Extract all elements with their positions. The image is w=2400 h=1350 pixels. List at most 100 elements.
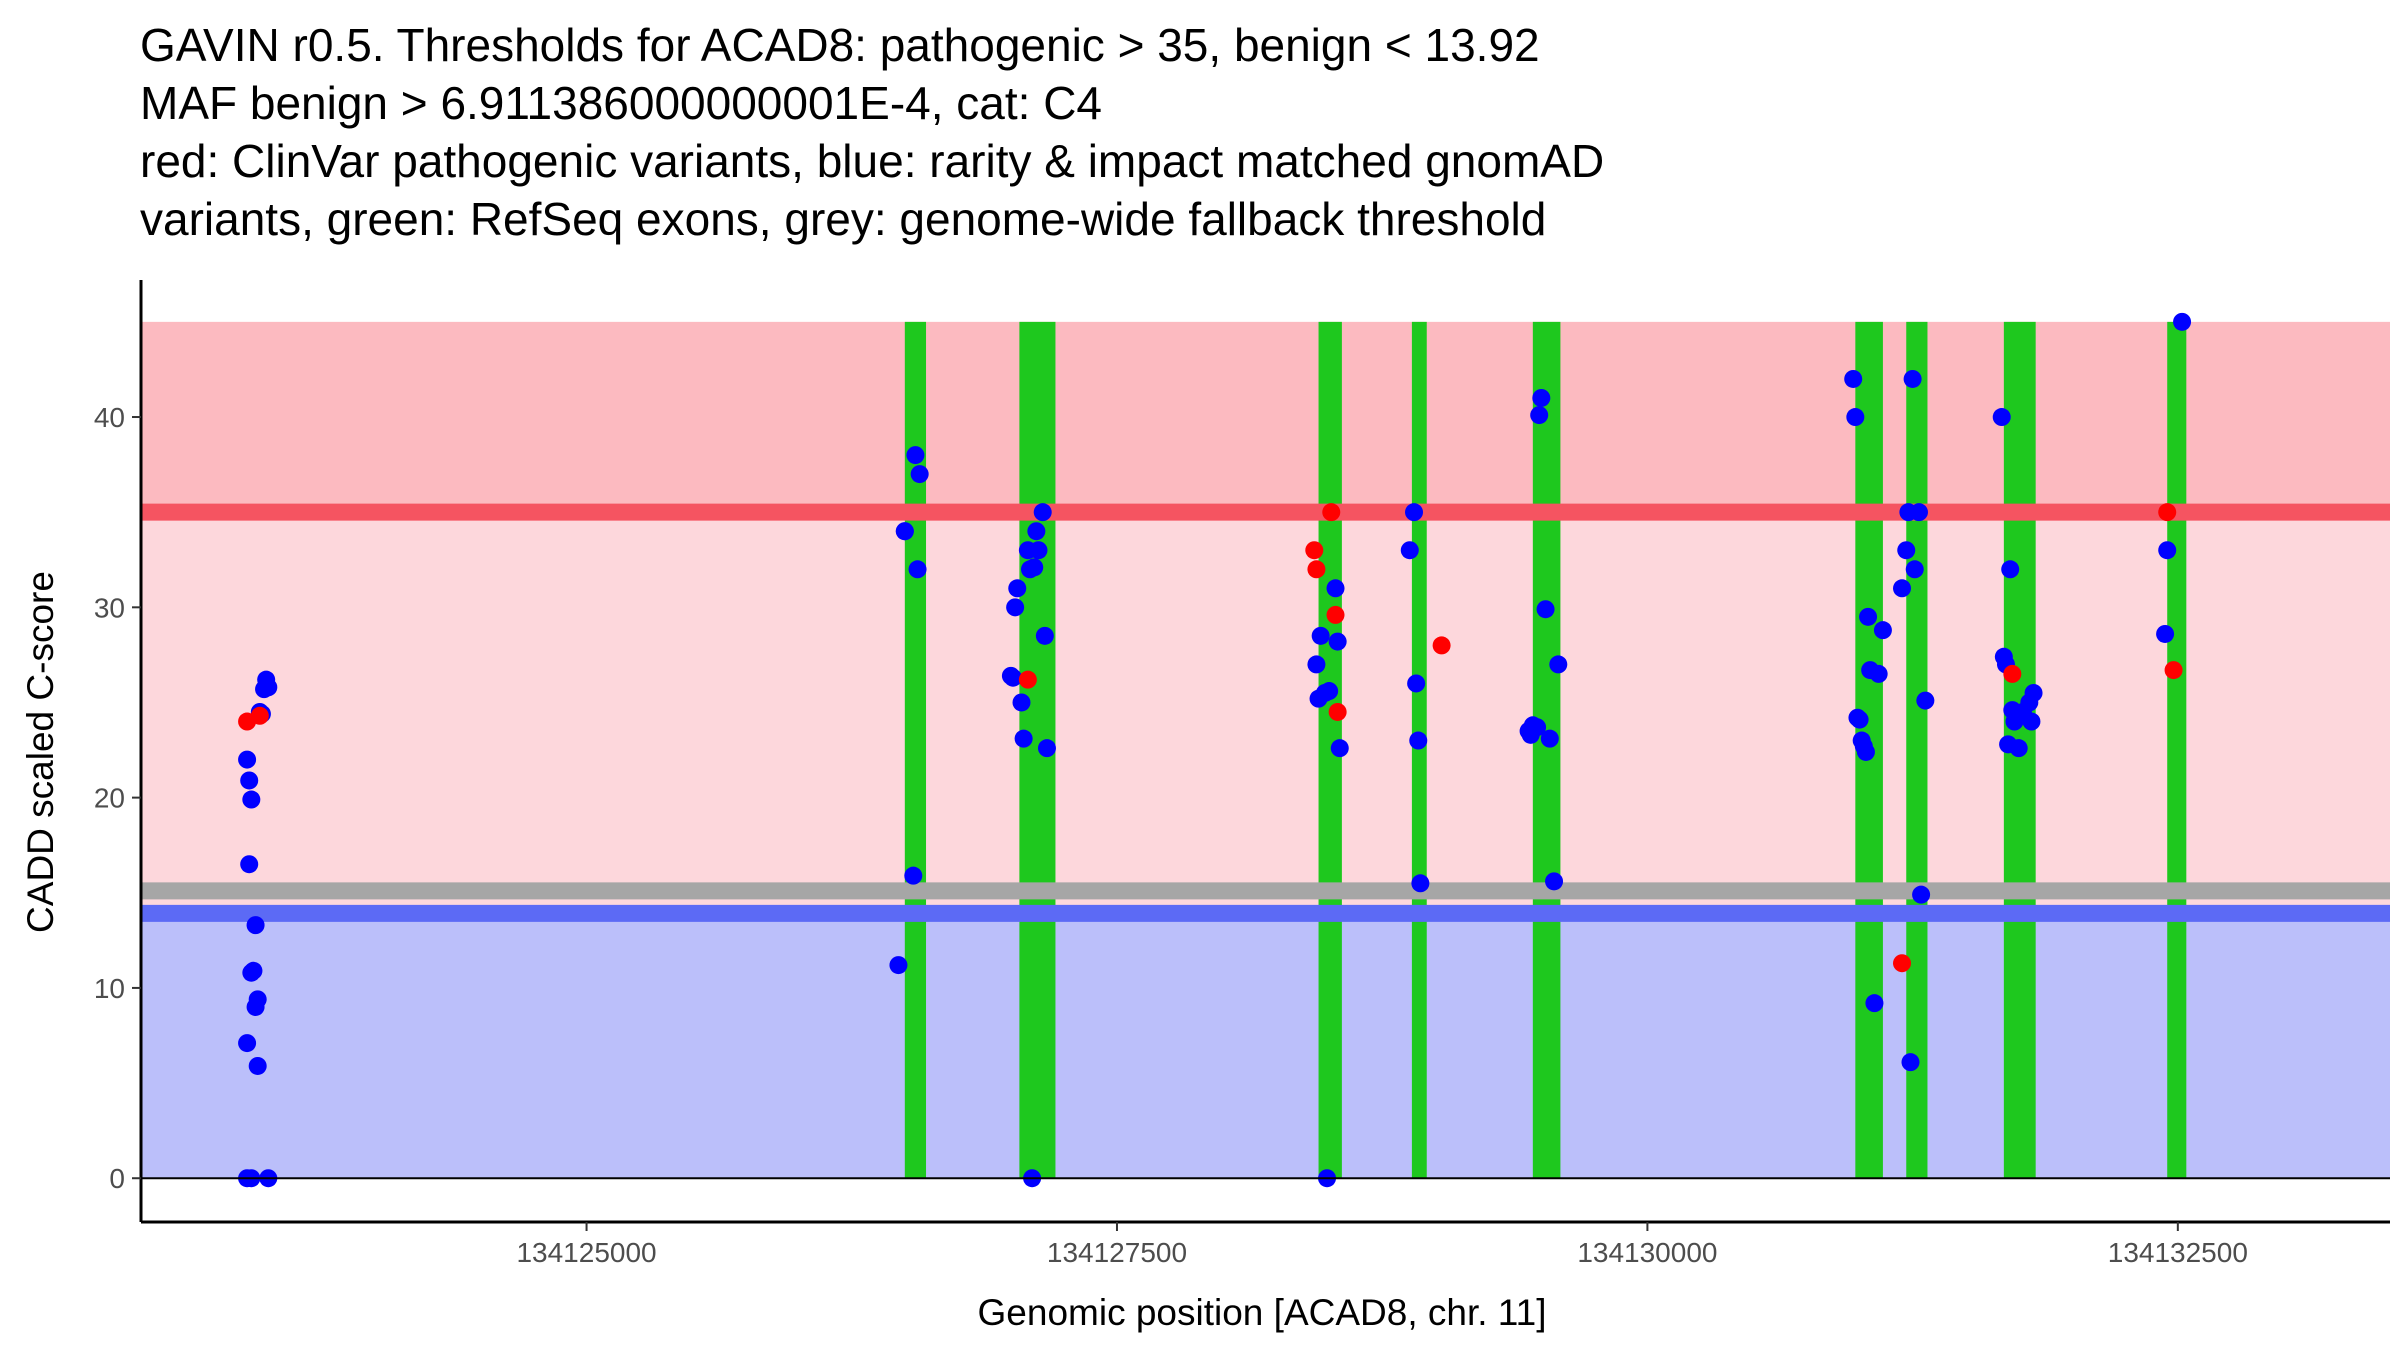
axes — [139, 280, 2390, 1224]
exon-bar-5 — [1532, 321, 1561, 1179]
exon-bar-3 — [1318, 321, 1342, 1179]
gnomad-point — [1307, 655, 1326, 674]
gnomad-point — [1035, 626, 1054, 645]
clinvar-point — [1326, 605, 1345, 624]
x-tick-label: 134125000 — [516, 1237, 656, 1268]
gnomad-point — [2173, 312, 2192, 331]
gnomad-point — [1530, 406, 1549, 425]
gnomad-point — [908, 560, 927, 579]
clinvar-point — [1307, 560, 1326, 579]
gnomad-point — [259, 678, 278, 697]
band-pathogenic — [141, 321, 2390, 513]
x-tick-label: 134127500 — [1047, 1237, 1187, 1268]
gnomad-point — [242, 963, 261, 982]
axis-ticks: 134125000 134127500 134130000 134132500 0 10 2… — [94, 402, 2248, 1268]
x-tick-label: 134130000 — [1577, 1237, 1717, 1268]
gnomad-point — [1532, 388, 1551, 407]
gnomad-point — [1549, 655, 1568, 674]
x-tick-label: 134132500 — [2108, 1237, 2248, 1268]
gnomad-point — [1033, 503, 1052, 522]
gnomad-point — [895, 522, 914, 541]
clinvar-point — [1328, 702, 1347, 721]
gnomad-point — [1893, 579, 1912, 598]
gnomad-point — [240, 855, 259, 874]
gnomad-point — [1012, 693, 1031, 712]
gnomad-point — [1545, 872, 1564, 891]
gnomad-point — [248, 1056, 267, 1075]
gnomad-point — [1006, 598, 1025, 617]
exon-bar-4 — [1411, 321, 1427, 1179]
clinvar-point — [1018, 670, 1037, 689]
y-tick-label: 20 — [94, 783, 125, 814]
gnomad-point — [1903, 369, 1922, 388]
gnomad-point — [1844, 369, 1863, 388]
exon-bar-7 — [1906, 321, 1928, 1179]
clinvar-point — [1322, 503, 1341, 522]
gnomad-point — [1014, 729, 1033, 748]
gnomad-point — [1025, 558, 1044, 577]
gnomad-point — [2158, 541, 2177, 560]
gnomad-point — [1916, 691, 1935, 710]
gnomad-point — [1536, 600, 1555, 619]
clinvar-point — [2158, 503, 2177, 522]
gnomad-point — [1869, 664, 1888, 683]
gnomad-point — [1912, 885, 1931, 904]
gnomad-point — [2156, 624, 2175, 643]
clinvar-point — [250, 706, 269, 725]
gnomad-point — [238, 750, 257, 769]
gnomad-point — [1897, 541, 1916, 560]
gnomad-point — [1865, 994, 1884, 1013]
title-line-4: variants, green: RefSeq exons, grey: gen… — [140, 193, 1546, 245]
gnomad-point — [1540, 729, 1559, 748]
title-line-3: red: ClinVar pathogenic variants, blue: … — [140, 135, 1604, 187]
gnomad-point — [1400, 541, 1419, 560]
gnomad-point — [1405, 503, 1424, 522]
y-axis-title: CADD scaled C-score — [20, 571, 61, 933]
gnomad-point — [1027, 522, 1046, 541]
exon-bar-9 — [2167, 321, 2187, 1179]
gnomad-point — [248, 990, 267, 1009]
clinvar-point — [1305, 541, 1324, 560]
gnomad-point — [240, 771, 259, 790]
gnomad-point — [1326, 579, 1345, 598]
gnomad-point — [1873, 621, 1892, 640]
gnomad-point — [906, 446, 925, 465]
gnomad-point — [1320, 682, 1339, 701]
gnomad-point — [1008, 579, 1027, 598]
gnomad-point — [2024, 683, 2043, 702]
gnomad-point — [904, 866, 923, 885]
gnomad-point — [242, 790, 261, 809]
gnomad-point — [889, 956, 908, 975]
gnomad-point — [1037, 739, 1056, 758]
gnomad-point — [1528, 718, 1547, 737]
clinvar-point — [2164, 661, 2183, 680]
y-tick-label: 10 — [94, 973, 125, 1004]
gnomad-point — [1311, 626, 1330, 645]
clinvar-point — [1432, 636, 1451, 655]
gnomad-point — [238, 1034, 257, 1053]
gnomad-point — [2022, 712, 2041, 731]
title-line-1: GAVIN r0.5. Thresholds for ACAD8: pathog… — [140, 19, 1540, 71]
title-line-2: MAF benign > 6.911386000000001E-4, cat: … — [140, 77, 1102, 129]
y-tick-label: 0 — [109, 1163, 125, 1194]
gnomad-point — [1407, 674, 1426, 693]
gnomad-point — [1328, 632, 1347, 651]
gnomad-point — [1411, 874, 1430, 893]
gnomad-point — [1992, 408, 2011, 427]
gnomad-point — [1409, 731, 1428, 750]
variant-points — [238, 312, 2192, 1188]
gnomad-point — [2009, 739, 2028, 758]
gnomad-point — [2001, 560, 2020, 579]
band-benign — [141, 913, 2390, 1179]
gnomad-point — [1850, 710, 1869, 729]
gnomad-point — [1004, 668, 1023, 687]
gnomad-point — [1856, 742, 1875, 761]
gnomad-point — [1330, 739, 1349, 758]
x-axis-title: Genomic position [ACAD8, chr. 11] — [978, 1292, 1547, 1333]
threshold-bands — [141, 321, 2390, 1179]
clinvar-point — [1893, 954, 1912, 973]
chart-title: GAVIN r0.5. Thresholds for ACAD8: pathog… — [140, 19, 1604, 245]
band-vus — [141, 512, 2390, 914]
gnomad-point — [246, 916, 265, 935]
